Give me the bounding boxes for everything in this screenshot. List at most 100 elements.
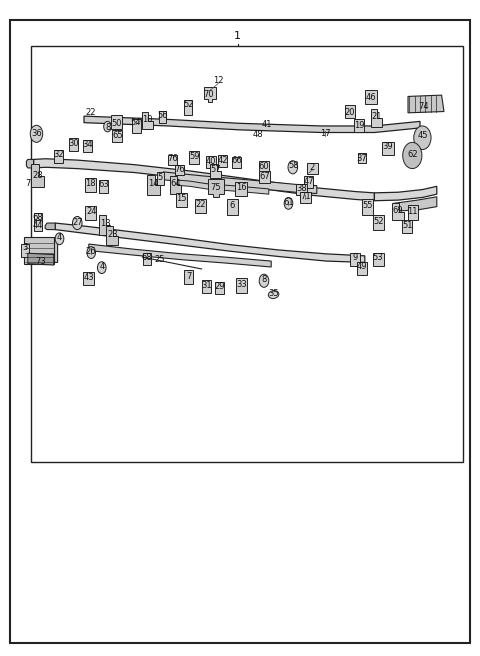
Text: 22: 22 xyxy=(85,108,96,117)
Text: 23: 23 xyxy=(107,230,118,239)
Text: 13: 13 xyxy=(100,219,110,228)
Text: 20: 20 xyxy=(345,108,355,117)
Polygon shape xyxy=(207,179,225,197)
Text: 61: 61 xyxy=(283,198,294,207)
Text: 8: 8 xyxy=(105,123,111,133)
Polygon shape xyxy=(28,253,54,265)
Polygon shape xyxy=(34,220,42,231)
Polygon shape xyxy=(147,175,160,195)
Text: 45: 45 xyxy=(418,131,428,140)
Circle shape xyxy=(87,247,96,258)
Polygon shape xyxy=(218,155,227,167)
Circle shape xyxy=(288,161,298,174)
Text: 31: 31 xyxy=(202,281,212,290)
Text: 75: 75 xyxy=(210,183,221,192)
Polygon shape xyxy=(345,105,355,118)
Polygon shape xyxy=(99,215,110,235)
Polygon shape xyxy=(89,244,271,267)
Polygon shape xyxy=(357,262,367,275)
Polygon shape xyxy=(382,142,394,155)
Polygon shape xyxy=(83,140,92,152)
Polygon shape xyxy=(69,138,78,151)
Text: 66: 66 xyxy=(232,156,242,165)
Polygon shape xyxy=(206,156,216,168)
FancyBboxPatch shape xyxy=(31,46,463,462)
Text: 17: 17 xyxy=(320,129,331,138)
Text: 43: 43 xyxy=(84,273,94,282)
Polygon shape xyxy=(173,180,269,194)
Polygon shape xyxy=(184,270,193,284)
Text: 18: 18 xyxy=(85,179,96,188)
Text: 40: 40 xyxy=(206,157,216,166)
Text: 12: 12 xyxy=(213,75,224,85)
Polygon shape xyxy=(354,119,364,132)
Polygon shape xyxy=(300,192,311,203)
Text: 7: 7 xyxy=(186,272,192,281)
Text: 1: 1 xyxy=(234,31,241,41)
Polygon shape xyxy=(392,203,404,220)
Text: 8: 8 xyxy=(261,275,267,284)
Text: 38: 38 xyxy=(297,184,307,194)
Polygon shape xyxy=(143,253,151,265)
Polygon shape xyxy=(350,253,360,266)
Text: 7: 7 xyxy=(25,179,31,188)
Text: 76: 76 xyxy=(168,154,178,163)
Text: 35: 35 xyxy=(268,289,279,298)
Ellipse shape xyxy=(268,291,279,298)
Text: 32: 32 xyxy=(53,150,64,159)
Text: 3: 3 xyxy=(22,243,28,253)
Polygon shape xyxy=(362,199,373,215)
Circle shape xyxy=(97,262,106,274)
Text: 76: 76 xyxy=(175,165,185,174)
Text: 10: 10 xyxy=(142,115,153,124)
Polygon shape xyxy=(31,238,58,262)
Text: 24: 24 xyxy=(86,207,96,216)
Polygon shape xyxy=(235,182,247,196)
Polygon shape xyxy=(402,220,412,233)
Text: 5: 5 xyxy=(158,173,163,182)
Text: 21: 21 xyxy=(372,112,382,121)
Text: 74: 74 xyxy=(418,102,429,111)
Polygon shape xyxy=(408,205,418,220)
Text: 39: 39 xyxy=(383,142,393,152)
Polygon shape xyxy=(358,153,366,163)
Polygon shape xyxy=(259,171,270,183)
Text: 71: 71 xyxy=(300,192,311,201)
Text: 73: 73 xyxy=(36,257,46,266)
Text: 70: 70 xyxy=(204,90,214,99)
Polygon shape xyxy=(210,164,221,178)
Text: 2: 2 xyxy=(310,163,315,172)
Text: 57: 57 xyxy=(211,165,221,174)
Polygon shape xyxy=(236,278,247,293)
Polygon shape xyxy=(85,178,96,192)
Circle shape xyxy=(30,125,43,142)
Text: 62: 62 xyxy=(408,150,418,159)
Polygon shape xyxy=(374,186,437,201)
Text: 15: 15 xyxy=(176,194,187,203)
Polygon shape xyxy=(26,159,34,168)
Polygon shape xyxy=(84,116,420,133)
Polygon shape xyxy=(106,226,118,245)
Circle shape xyxy=(259,274,269,287)
Text: 59: 59 xyxy=(189,152,200,161)
Polygon shape xyxy=(189,151,199,164)
Text: 52: 52 xyxy=(183,100,194,110)
Polygon shape xyxy=(408,95,444,113)
Polygon shape xyxy=(142,112,153,129)
Text: 65: 65 xyxy=(112,131,123,140)
Text: 67: 67 xyxy=(259,172,270,181)
Polygon shape xyxy=(195,199,206,213)
Polygon shape xyxy=(202,280,211,293)
Polygon shape xyxy=(175,165,184,175)
Polygon shape xyxy=(112,130,122,142)
Circle shape xyxy=(414,126,431,150)
Polygon shape xyxy=(45,223,55,230)
Text: 52: 52 xyxy=(373,216,384,226)
Text: 55: 55 xyxy=(362,201,373,211)
Polygon shape xyxy=(371,109,382,127)
Polygon shape xyxy=(132,119,141,133)
Polygon shape xyxy=(184,100,192,115)
Circle shape xyxy=(284,197,293,209)
Text: 41: 41 xyxy=(261,120,272,129)
Circle shape xyxy=(104,121,111,132)
